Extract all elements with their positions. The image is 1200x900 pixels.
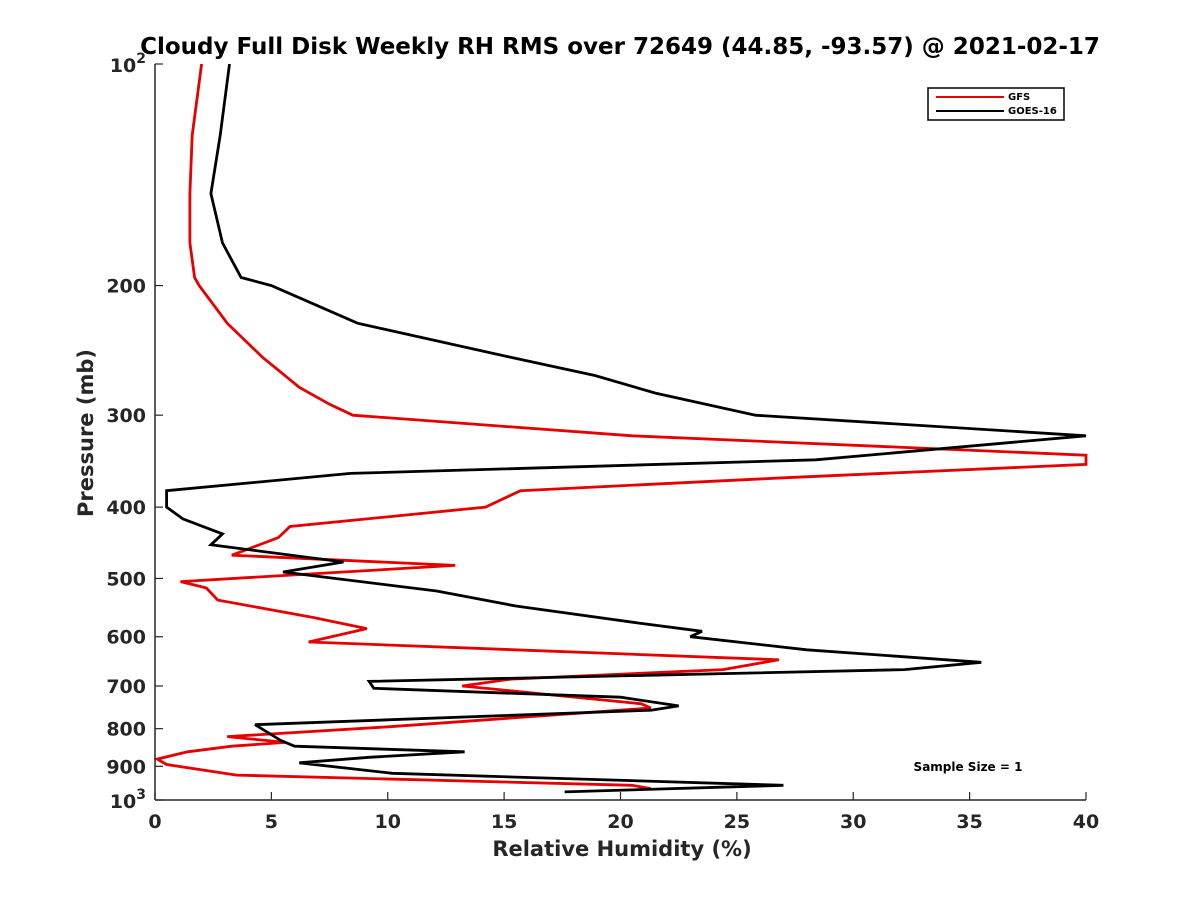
legend: GFS GOES-16 (927, 87, 1065, 121)
legend-label-goes16: GOES-16 (1008, 106, 1057, 117)
y-tick-label: 103 (110, 787, 146, 813)
x-tick-label: 35 (956, 811, 982, 833)
x-tick-label: 40 (1073, 811, 1099, 833)
y-tick-label: 300 (106, 405, 146, 427)
y-tick-label-base: 10 (110, 791, 136, 813)
y-tick-label: 400 (106, 497, 146, 519)
x-axis-label: Relative Humidity (%) (492, 837, 751, 861)
x-tick-label: 20 (607, 811, 633, 833)
y-tick-label: 900 (106, 756, 146, 778)
y-tick-label-exponent: 2 (136, 51, 146, 67)
plot-area: 0 5 10 15 20 25 30 35 40 10220030040050060070080… (106, 51, 1099, 833)
sample-size-annotation: Sample Size = 1 (914, 760, 1023, 774)
legend-label-gfs: GFS (1008, 92, 1030, 103)
y-tick-label: 600 (106, 627, 146, 649)
x-tick-label: 25 (724, 811, 750, 833)
x-tick-label: 0 (148, 811, 161, 833)
y-tick-label-exponent: 3 (136, 787, 146, 803)
x-tick-label: 30 (840, 811, 866, 833)
chart-title: Cloudy Full Disk Weekly RH RMS over 7264… (140, 34, 1100, 60)
x-tick-label: 5 (265, 811, 278, 833)
x-tick-label: 15 (491, 811, 517, 833)
y-axis-label: Pressure (mb) (74, 349, 98, 517)
series-line-goes16 (165, 63, 1087, 794)
y-tick-label-base: 10 (110, 55, 136, 77)
y-tick-label: 800 (106, 719, 146, 741)
series-layer (153, 63, 1088, 794)
x-axis-ticks: 0 5 10 15 20 25 30 35 40 (148, 792, 1099, 833)
y-tick-label: 102 (110, 51, 146, 77)
y-tick-label: 500 (106, 568, 146, 590)
y-tick-label: 700 (106, 676, 146, 698)
legend-box (927, 87, 1065, 121)
y-tick-label: 200 (106, 276, 146, 298)
x-tick-label: 10 (375, 811, 401, 833)
